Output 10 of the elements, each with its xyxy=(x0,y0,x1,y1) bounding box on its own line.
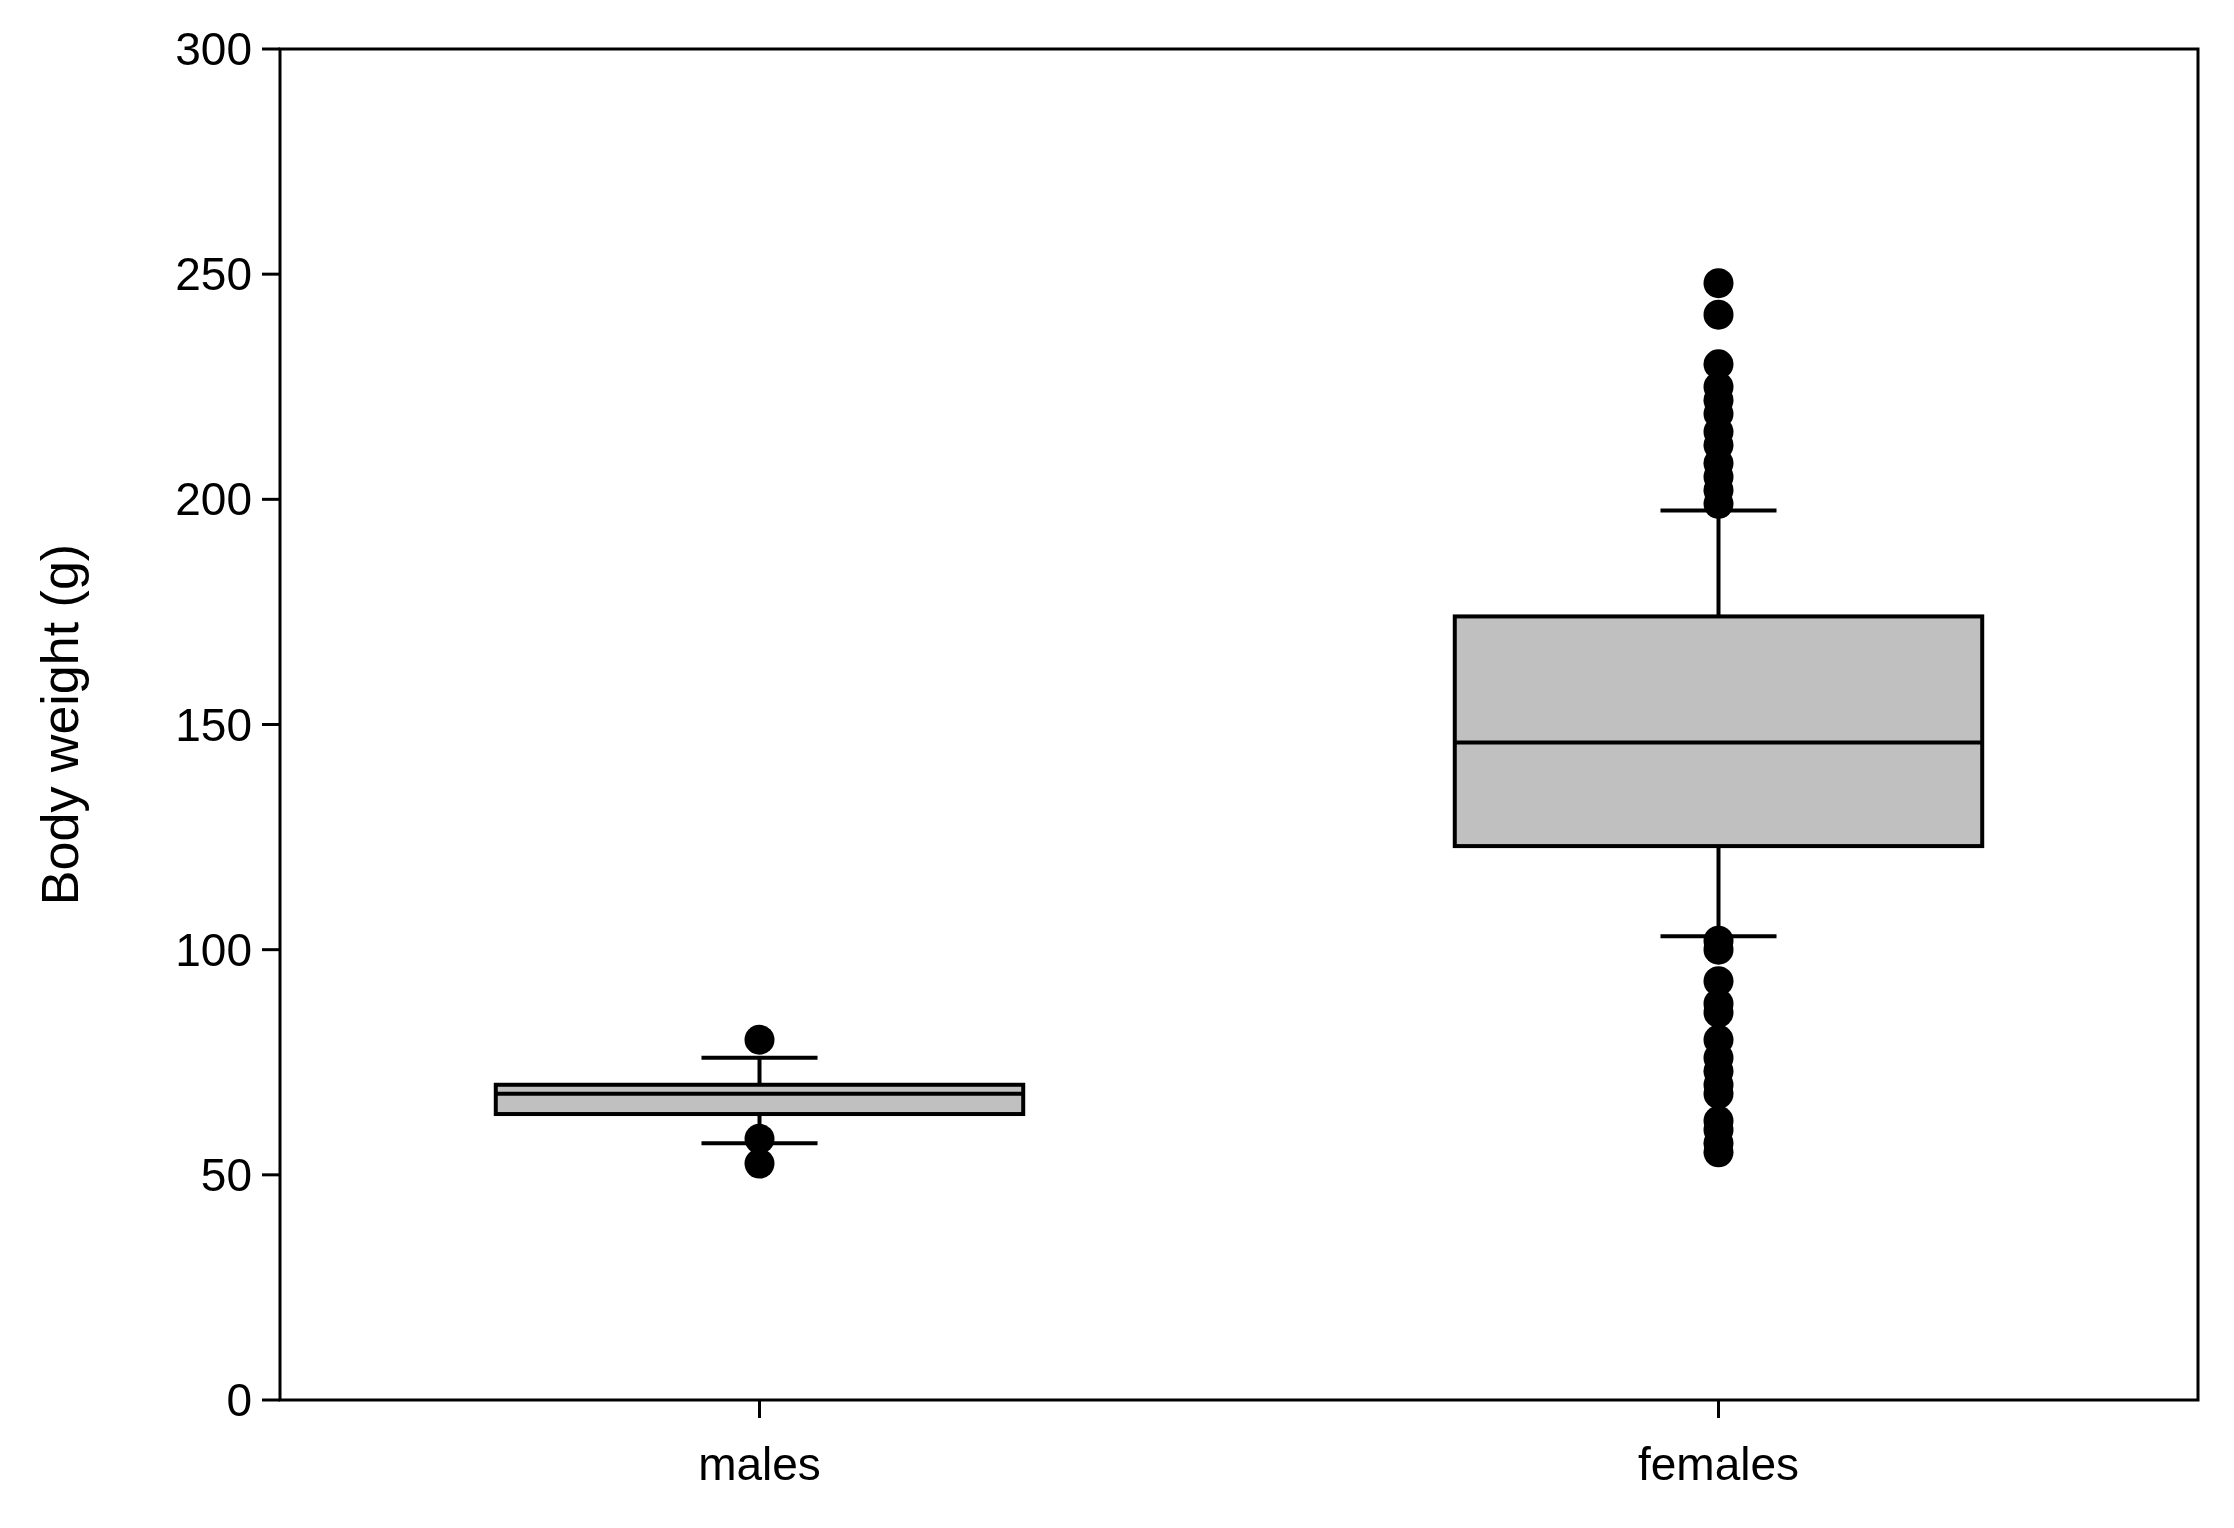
y-axis-title: Body weight (g) xyxy=(31,543,89,906)
y-tick-label: 50 xyxy=(200,1148,252,1201)
x-tick-label: females xyxy=(1637,1438,1800,1490)
y-tick-label: 300 xyxy=(175,23,252,76)
y-tick-label: 150 xyxy=(175,698,252,751)
y-tick-label: 250 xyxy=(175,248,252,301)
x-tick-label: males xyxy=(698,1438,821,1490)
y-tick-label: 100 xyxy=(175,923,252,976)
y-tick-label: 0 xyxy=(226,1374,252,1427)
y-tick-label: 200 xyxy=(175,473,252,526)
